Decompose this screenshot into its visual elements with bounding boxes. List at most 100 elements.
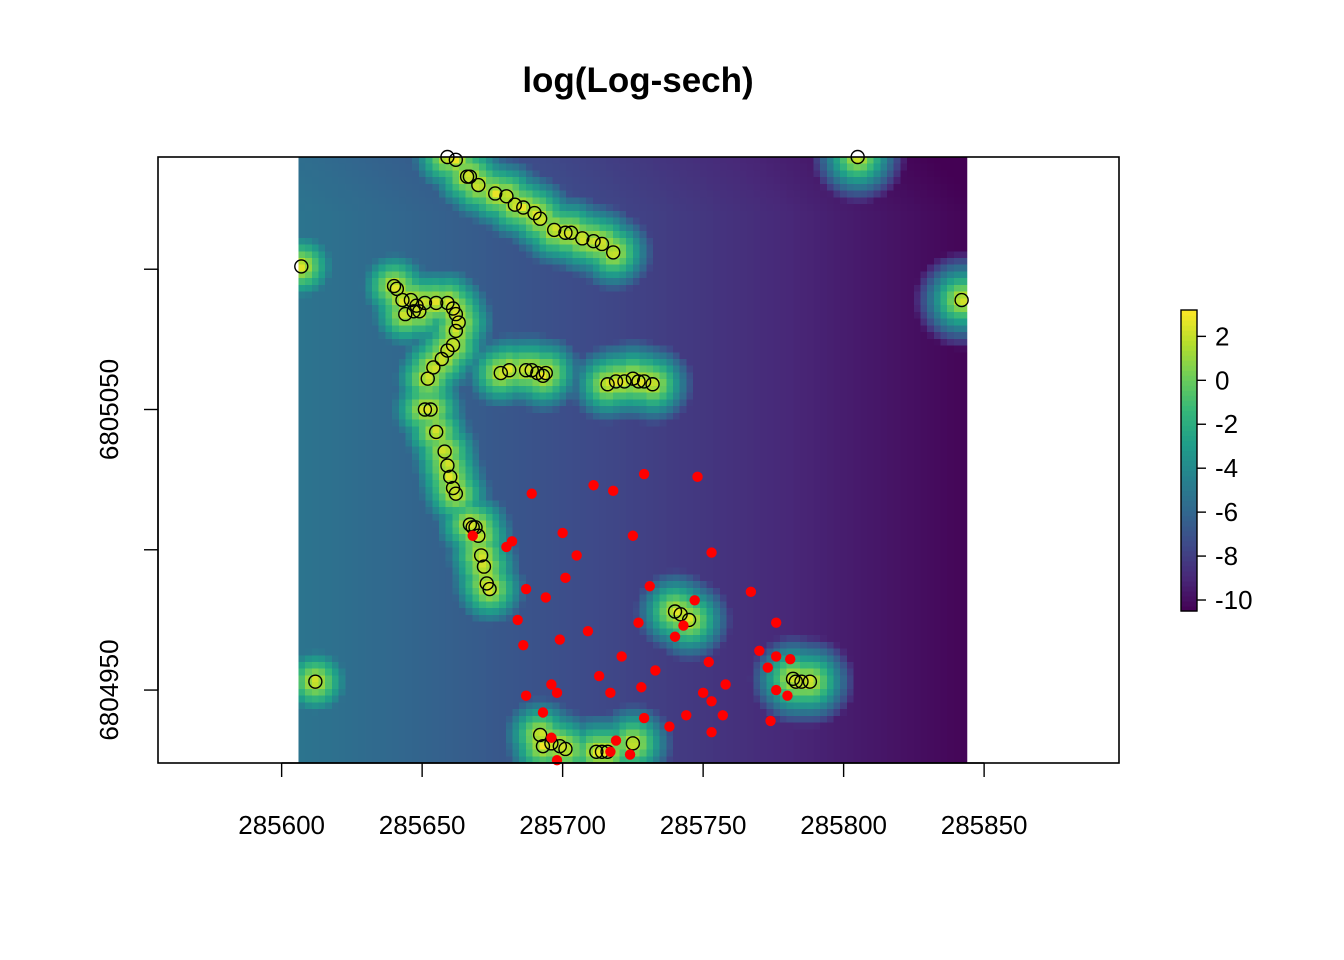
chart-title: log(Log-sech): [522, 61, 753, 100]
observed-point: [527, 205, 542, 221]
observed-point: [532, 211, 548, 226]
colorbar-swatch: [1181, 390, 1197, 396]
heatmap-raster: [298, 157, 968, 763]
colorbar-frame: [1180, 309, 1198, 612]
observed-point: [499, 189, 514, 204]
colorbar-swatch: [1181, 595, 1197, 602]
predicted-point: [770, 651, 782, 662]
predicted-point: [681, 710, 692, 721]
observed-point: [558, 225, 573, 240]
observed-point: [423, 402, 438, 417]
observed-point: [788, 674, 804, 689]
predicted-point: [520, 690, 532, 701]
colorbar-swatch: [1181, 315, 1197, 321]
colorbar-swatch: [1181, 370, 1197, 376]
predicted-point: [537, 707, 549, 718]
observed-point: [471, 177, 486, 193]
predicted-point: [605, 746, 616, 757]
observed-point: [389, 281, 405, 297]
observed-point: [445, 337, 461, 353]
colorbar-swatch: [1181, 485, 1197, 492]
observed-point: [535, 368, 551, 384]
observed-point: [403, 292, 419, 308]
colorbar-swatch: [1181, 335, 1197, 341]
colorbar-swatch: [1181, 465, 1197, 472]
predicted-point: [506, 536, 518, 547]
observed-point: [308, 674, 323, 689]
observed-point: [532, 727, 548, 743]
colorbar-swatch: [1181, 565, 1197, 572]
observed-point: [600, 377, 615, 392]
predicted-point: [644, 581, 655, 592]
observed-point: [406, 304, 421, 319]
observed-point: [538, 365, 553, 381]
observed-point: [681, 612, 697, 628]
x-tick-label: 285700: [519, 810, 606, 840]
observed-point: [473, 548, 489, 563]
predicted-point: [664, 721, 675, 732]
colorbar-tick-label: -4: [1215, 453, 1238, 483]
predicted-point: [706, 696, 717, 707]
colorbar-tick-label: -8: [1215, 541, 1238, 571]
predicted-point: [624, 749, 636, 760]
x-axis: 285600 285650 285700 285750 285800 285850: [238, 762, 1028, 840]
y-tick-label: 6804950: [94, 639, 124, 740]
colorbar-swatch: [1181, 325, 1197, 331]
heatmap-image: [298, 157, 968, 763]
predicted-point: [782, 690, 793, 701]
observed-point: [386, 278, 402, 294]
observed-point: [631, 374, 646, 389]
colorbar-swatch: [1181, 585, 1197, 592]
observed-point: [636, 374, 652, 389]
predicted-point: [717, 710, 728, 721]
observed-point: [802, 674, 818, 689]
predicted-point: [633, 617, 644, 628]
x-tick-label: 285650: [379, 810, 466, 840]
x-tick-label: 285850: [941, 810, 1028, 840]
colorbar-swatch: [1181, 470, 1197, 477]
observed-point: [594, 236, 610, 252]
predicted-point: [610, 735, 622, 746]
colorbar-swatch: [1181, 600, 1197, 607]
colorbar-swatch: [1181, 505, 1197, 512]
observed-point: [448, 486, 464, 501]
observed-point: [398, 306, 413, 322]
colorbar-swatch: [1181, 405, 1197, 411]
observed-point: [507, 197, 523, 212]
predicted-point: [605, 687, 616, 699]
predicted-point: [689, 595, 700, 606]
observed-point: [420, 371, 435, 386]
observed-point: [428, 295, 444, 311]
predicted-point: [765, 715, 776, 727]
predicted-point: [636, 682, 647, 693]
observed-point: [412, 304, 427, 319]
observed-point: [563, 225, 579, 240]
predicted-point: [571, 550, 582, 561]
colorbar-swatch: [1181, 570, 1197, 577]
predicted-point: [520, 583, 532, 595]
predicted-point: [638, 712, 650, 724]
observed-point: [954, 292, 969, 308]
observed-point: [448, 306, 464, 322]
y-tick-label: 6805050: [94, 359, 124, 460]
colorbar-swatch: [1181, 530, 1197, 537]
predicted-point: [770, 617, 782, 628]
observed-point: [294, 259, 309, 274]
predicted-point: [512, 614, 523, 626]
predicted-point: [526, 488, 537, 499]
colorbar-swatch: [1181, 320, 1197, 326]
predicted-point: [518, 639, 529, 651]
observed-point: [417, 402, 433, 417]
x-tick-label: 285750: [660, 810, 747, 840]
colorbar-swatch: [1181, 540, 1197, 547]
predicted-point: [678, 620, 689, 631]
predicted-point: [638, 468, 650, 480]
observed-point: [443, 469, 458, 485]
predicted-point: [560, 572, 571, 584]
observed-point: [558, 741, 573, 757]
colorbar-swatch: [1181, 360, 1197, 366]
colorbar-swatch: [1181, 355, 1197, 361]
predicted-point: [540, 592, 551, 603]
observed-point: [487, 186, 503, 201]
